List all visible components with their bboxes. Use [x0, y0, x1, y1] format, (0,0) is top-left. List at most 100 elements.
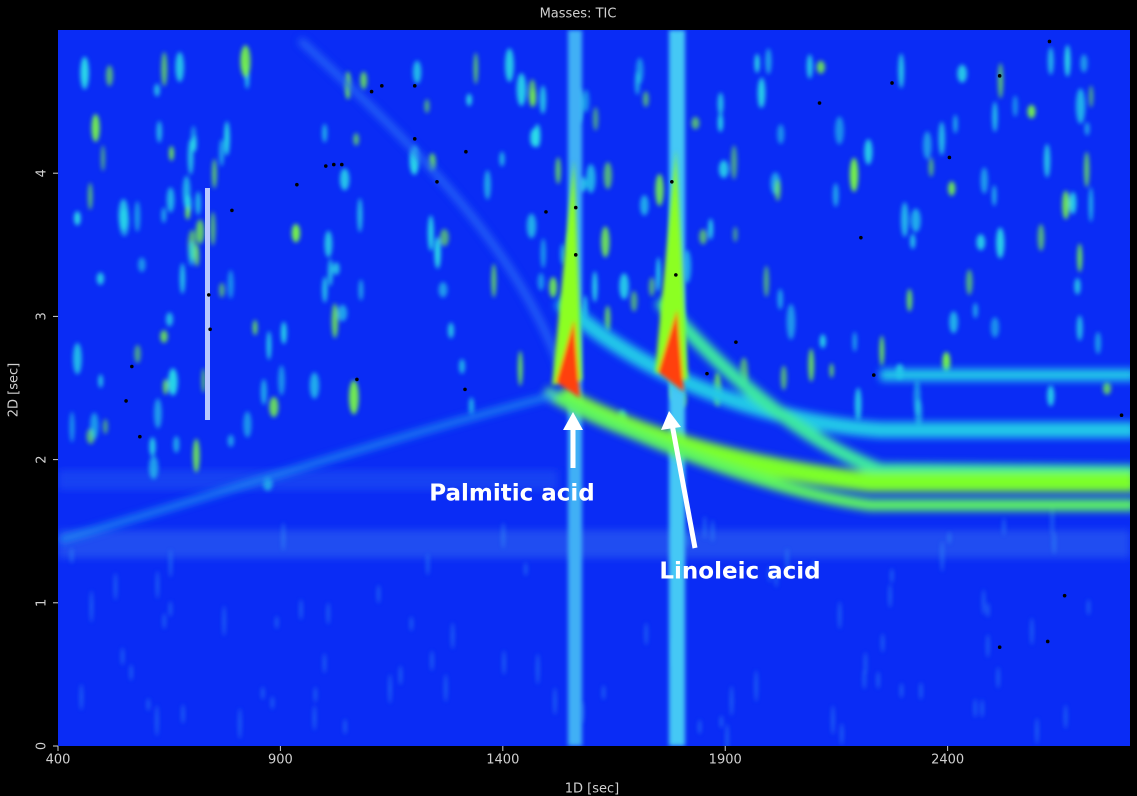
- blob: [1076, 315, 1083, 341]
- blob: [1084, 122, 1090, 136]
- blob: [201, 368, 206, 393]
- blob: [1012, 95, 1018, 117]
- blob: [160, 330, 168, 343]
- x-tick-label: 400: [46, 753, 71, 768]
- blob: [105, 65, 114, 87]
- blob: [806, 54, 813, 79]
- blob: [928, 157, 934, 177]
- main-peaks: [552, 150, 688, 398]
- blob: [326, 602, 330, 625]
- blob: [165, 312, 174, 327]
- blob: [69, 411, 75, 443]
- blob: [972, 302, 978, 319]
- blob: [780, 365, 787, 391]
- peak-marker: [734, 340, 738, 344]
- blob: [640, 195, 649, 216]
- blob: [412, 60, 422, 84]
- blob: [540, 238, 546, 269]
- blob: [1094, 331, 1102, 354]
- blob: [154, 83, 160, 97]
- blob: [155, 705, 159, 737]
- peak-marker: [463, 387, 467, 392]
- blob: [438, 282, 448, 298]
- blob: [838, 601, 842, 630]
- blob: [312, 705, 316, 731]
- blob: [424, 99, 430, 113]
- blob: [72, 342, 82, 375]
- blob: [227, 270, 234, 299]
- blob: [173, 436, 180, 453]
- blob: [549, 277, 558, 298]
- blob: [1088, 187, 1094, 223]
- blob: [168, 368, 178, 396]
- blob: [1030, 617, 1034, 646]
- peak-marker: [369, 89, 374, 94]
- blob: [910, 208, 921, 233]
- blob: [808, 348, 815, 382]
- blob: [224, 121, 230, 156]
- blob: [192, 438, 200, 473]
- blob: [1062, 190, 1070, 220]
- blob: [938, 121, 945, 156]
- blob: [275, 615, 279, 629]
- blob: [129, 664, 133, 681]
- blob: [281, 522, 285, 551]
- blob: [635, 57, 644, 84]
- blob: [291, 223, 301, 243]
- peak-marker: [230, 208, 234, 213]
- blob: [840, 723, 844, 745]
- blob: [536, 653, 540, 685]
- blob: [339, 168, 350, 191]
- blob: [1043, 143, 1051, 178]
- blob: [1075, 88, 1086, 124]
- blob: [179, 263, 186, 294]
- peak-marker: [573, 253, 578, 257]
- peak-marker: [412, 84, 417, 88]
- blob: [466, 93, 472, 106]
- blob: [831, 705, 835, 735]
- blob: [468, 397, 475, 415]
- blob: [698, 719, 702, 735]
- blob: [1002, 517, 1006, 536]
- blob: [922, 131, 932, 160]
- blob: [642, 91, 649, 108]
- blob: [604, 305, 611, 332]
- blob: [309, 372, 320, 399]
- blob: [323, 653, 327, 674]
- blob: [786, 303, 796, 340]
- blob: [1087, 599, 1091, 616]
- blob: [997, 62, 1004, 99]
- peak-marker: [670, 179, 674, 184]
- blob: [910, 233, 916, 249]
- blob: [358, 279, 364, 301]
- blob: [243, 411, 252, 438]
- blob: [156, 120, 163, 143]
- peak-marker: [1045, 639, 1050, 644]
- y-tick-label: 2: [35, 455, 50, 463]
- blob: [854, 387, 862, 421]
- x-tick-label: 1400: [486, 753, 519, 768]
- blob: [501, 522, 505, 549]
- blob: [484, 170, 491, 200]
- blob: [864, 139, 873, 165]
- blob: [252, 320, 258, 336]
- blob: [1052, 531, 1056, 555]
- peak-marker: [323, 164, 328, 168]
- peak-marker: [817, 101, 822, 105]
- blob: [890, 568, 894, 583]
- blob: [603, 161, 612, 190]
- blob: [102, 419, 108, 435]
- blob: [656, 257, 661, 292]
- blob: [980, 699, 984, 718]
- blob: [644, 622, 648, 646]
- blob: [114, 572, 118, 601]
- blob: [553, 687, 557, 715]
- peak-marker: [355, 377, 359, 382]
- blob: [458, 358, 466, 374]
- blob: [121, 647, 125, 666]
- blob: [699, 229, 708, 245]
- peak-marker: [130, 364, 134, 369]
- blob: [785, 548, 789, 574]
- blob: [90, 412, 99, 439]
- peak-marker: [871, 373, 876, 377]
